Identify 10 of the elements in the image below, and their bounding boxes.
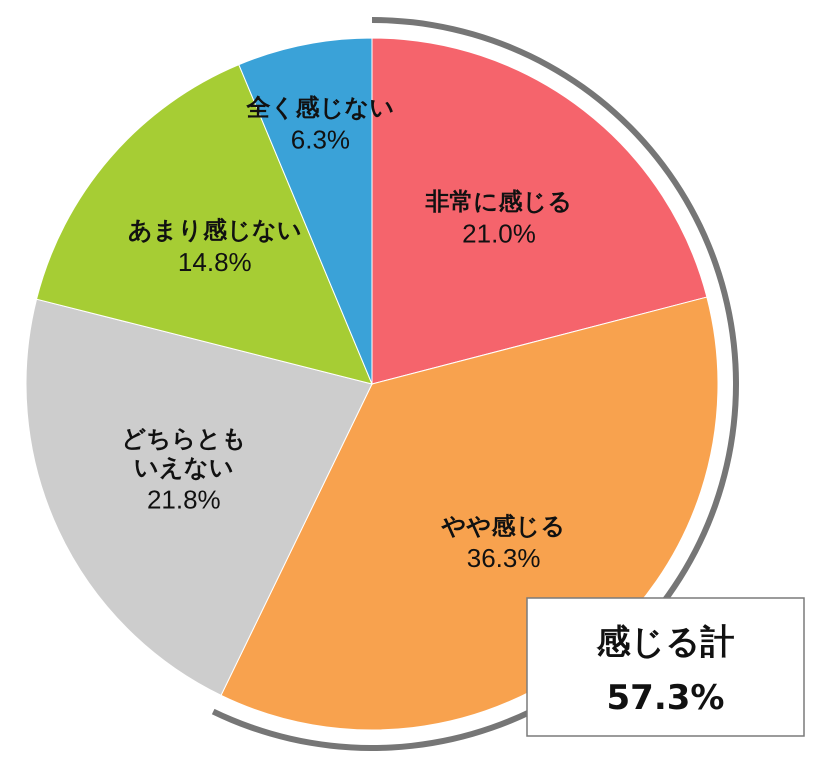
- text: 感じる計 57.3%: [596, 622, 734, 718]
- data-label: 21.0%: [462, 218, 536, 248]
- slice-label: あまり感じない: [128, 216, 302, 244]
- slice-label: 非常に感じる: [424, 187, 573, 216]
- data-label: 21.8%: [146, 484, 221, 515]
- data-label: 14.8%: [178, 246, 252, 277]
- data-label: 6.3%: [290, 124, 350, 155]
- slice-label: どちらともいえない: [121, 424, 246, 482]
- slice-label: やや感じる: [440, 512, 566, 540]
- data-label: 36.3%: [466, 543, 540, 574]
